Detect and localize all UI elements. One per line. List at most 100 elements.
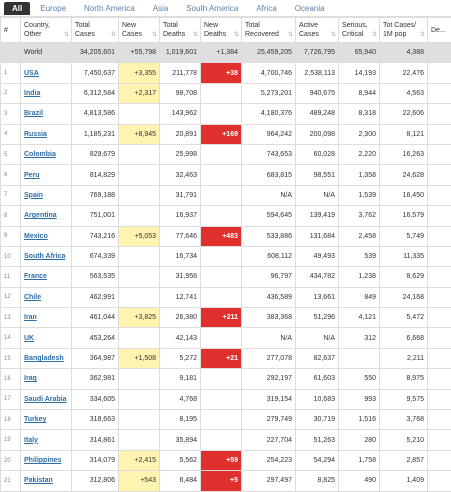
cell-10 <box>428 308 451 328</box>
country-link[interactable]: India <box>24 90 40 97</box>
country-link[interactable]: Peru <box>24 172 40 179</box>
country-link[interactable]: USA <box>24 70 39 77</box>
country-link[interactable]: Argentina <box>24 212 57 219</box>
tab-asia[interactable]: Asia <box>145 2 177 15</box>
country-link[interactable]: Spain <box>24 192 43 199</box>
country-link[interactable]: France <box>24 273 47 280</box>
cell-8: 1,238 <box>339 267 380 287</box>
cell-3: +2,317 <box>119 83 160 103</box>
column-header-10[interactable]: De... <box>428 18 451 43</box>
sort-arrows-icon[interactable]: ⇅ <box>152 31 157 40</box>
cell-10 <box>428 328 451 348</box>
country-link[interactable]: Turkey <box>24 416 46 423</box>
tab-europe[interactable]: Europe <box>32 2 74 15</box>
tab-north-america[interactable]: North America <box>76 2 143 15</box>
cell-9: 2,211 <box>380 348 428 368</box>
cell-9: 2,857 <box>380 450 428 470</box>
cell-7: 54,294 <box>296 450 339 470</box>
cell-5: +1,384 <box>201 43 242 63</box>
cell-3 <box>119 246 160 266</box>
country-link[interactable]: Russia <box>24 131 47 138</box>
cell-10 <box>428 83 451 103</box>
column-header-8[interactable]: Serious,Critical⇅ <box>339 18 380 43</box>
sort-arrows-icon[interactable]: ⇅ <box>288 31 293 40</box>
country-link[interactable]: Italy <box>24 437 38 444</box>
cell-1: Spain <box>21 185 72 205</box>
country-link[interactable]: Mexico <box>24 233 48 240</box>
cell-7: 51,263 <box>296 430 339 450</box>
cell-9: 9,575 <box>380 389 428 409</box>
cell-6: 743,653 <box>242 144 296 164</box>
country-link[interactable]: UK <box>24 335 34 342</box>
cell-0: 3 <box>1 104 21 124</box>
cell-9: 16,579 <box>380 206 428 226</box>
cell-8: 993 <box>339 389 380 409</box>
sort-arrows-icon[interactable]: ⇅ <box>372 31 377 40</box>
cell-5 <box>201 287 242 307</box>
country-link[interactable]: Saudi Arabia <box>24 396 67 403</box>
tab-oceania[interactable]: Oceania <box>287 2 333 15</box>
sort-arrows-icon[interactable]: ⇅ <box>420 31 425 40</box>
cell-1: Italy <box>21 430 72 450</box>
country-link[interactable]: Iran <box>24 314 37 321</box>
country-link[interactable]: Pakistan <box>24 477 53 484</box>
sort-arrows-icon[interactable]: ⇅ <box>331 31 336 40</box>
sort-arrows-icon[interactable]: ⇅ <box>64 31 69 40</box>
country-link[interactable]: Iraq <box>24 375 37 382</box>
cell-3 <box>119 287 160 307</box>
cell-1: Iraq <box>21 369 72 389</box>
tab-all[interactable]: All <box>4 2 30 15</box>
country-link[interactable]: Philippines <box>24 457 61 464</box>
cell-3 <box>119 410 160 430</box>
column-header-0[interactable]: # <box>1 18 21 43</box>
cell-9: 8,975 <box>380 369 428 389</box>
cell-5 <box>201 430 242 450</box>
cell-4: 6,484 <box>160 471 201 491</box>
cell-0: 7 <box>1 185 21 205</box>
cell-8: 1,539 <box>339 185 380 205</box>
cell-0: 14 <box>1 328 21 348</box>
sort-arrows-icon[interactable]: ⇅ <box>111 31 116 40</box>
sort-arrows-icon[interactable]: ⇅ <box>234 31 239 40</box>
country-link[interactable]: Colombia <box>24 151 56 158</box>
cell-9: 4,388 <box>380 43 428 63</box>
cell-9: 11,335 <box>380 246 428 266</box>
cell-6: 279,749 <box>242 410 296 430</box>
country-link[interactable]: Chile <box>24 294 41 301</box>
column-header-9[interactable]: Tot Cases/1M pop⇅ <box>380 18 428 43</box>
cell-6: 297,497 <box>242 471 296 491</box>
country-link[interactable]: South Africa <box>24 253 65 260</box>
cell-9: 22,476 <box>380 63 428 83</box>
cell-9: 1,409 <box>380 471 428 491</box>
cell-10 <box>428 348 451 368</box>
cell-2: 334,605 <box>72 389 119 409</box>
cell-8: 3,762 <box>339 206 380 226</box>
tab-south-america[interactable]: South America <box>178 2 246 15</box>
column-header-1[interactable]: Country,Other⇅ <box>21 18 72 43</box>
cell-0: 18 <box>1 410 21 430</box>
sort-arrows-icon[interactable]: ⇅ <box>193 31 198 40</box>
cell-4: 143,962 <box>160 104 201 124</box>
cell-8: 490 <box>339 471 380 491</box>
cell-1: Chile <box>21 287 72 307</box>
tab-africa[interactable]: Africa <box>248 2 284 15</box>
country-link[interactable]: Brazil <box>24 110 43 117</box>
cell-3: +1,508 <box>119 348 160 368</box>
country-link[interactable]: Bangladesh <box>24 355 64 362</box>
cell-5 <box>201 369 242 389</box>
